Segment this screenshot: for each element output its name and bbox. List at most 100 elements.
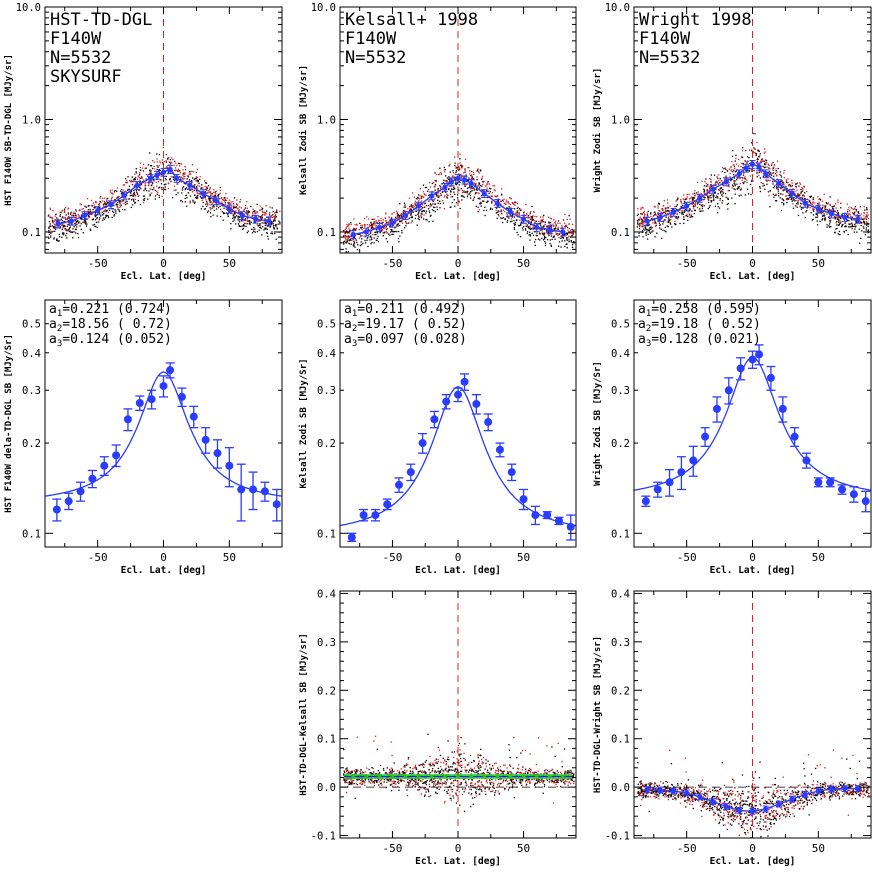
binned-point bbox=[174, 175, 180, 181]
fit-param-label: a1=0.221 (0.724) bbox=[49, 302, 172, 319]
data-points bbox=[641, 344, 871, 513]
binned-point bbox=[670, 788, 677, 794]
y-tick-label: 0.2 bbox=[611, 438, 630, 450]
binned-point bbox=[253, 216, 259, 222]
data-point bbox=[554, 516, 563, 525]
band-point bbox=[508, 774, 513, 779]
x-axis: -50 0 50 Ecl. Lat. [deg] bbox=[653, 591, 852, 867]
panel-title-line: F140W bbox=[50, 29, 102, 49]
x-tick-label: -50 bbox=[383, 551, 403, 564]
panel-title-line: Kelsall+ 1998 bbox=[345, 10, 478, 30]
y-tick-label: 0.1 bbox=[611, 528, 630, 540]
x-tick-label: 50 bbox=[812, 842, 825, 855]
scatter-cloud bbox=[636, 132, 870, 244]
y-tick-label: 0.4 bbox=[317, 348, 336, 360]
x-axis-label: Ecl. Lat. [deg] bbox=[710, 565, 796, 576]
binned-series bbox=[55, 165, 272, 229]
y-tick-label: 0.4 bbox=[611, 588, 630, 600]
x-axis-label: Ecl. Lat. [deg] bbox=[121, 271, 207, 282]
band-point bbox=[456, 774, 460, 779]
data-point bbox=[724, 386, 733, 395]
y-tick-label: 0.2 bbox=[317, 685, 336, 697]
binned-point bbox=[154, 172, 160, 178]
y-tick-label: 0.2 bbox=[611, 685, 630, 697]
x-tick-label: -50 bbox=[383, 842, 403, 855]
binned-point bbox=[121, 193, 127, 199]
x-tick-label: 0 bbox=[749, 551, 756, 564]
y-tick-label: 0.5 bbox=[317, 319, 336, 331]
y-axis: -0.1 0.0 0.1 0.2 0.3 0.4 HST-TD-DGL-Kelsall SB… bbox=[299, 588, 576, 843]
panel-title-line: HST-TD-DGL bbox=[50, 10, 152, 30]
binned-point bbox=[855, 216, 861, 222]
data-point bbox=[237, 485, 246, 494]
x-tick-label: 50 bbox=[517, 551, 530, 564]
data-point bbox=[147, 395, 156, 404]
binned-point bbox=[684, 790, 690, 796]
panel-title-line: Wright 1998 bbox=[639, 10, 752, 30]
data-point bbox=[159, 381, 168, 390]
data-point bbox=[52, 505, 61, 514]
x-axis: -50 0 50 Ecl. Lat. [deg] bbox=[359, 300, 557, 576]
data-point bbox=[418, 439, 427, 448]
y-axis: 0.1 0.2 0.3 0.4 0.5 Kelsall Zodi SB [MJy/Sr] bbox=[298, 319, 576, 548]
x-axis-label: Ecl. Lat. [deg] bbox=[415, 565, 501, 576]
binned-point bbox=[160, 169, 167, 175]
binned-point bbox=[776, 801, 782, 807]
panel-4: -50 0 50 Ecl. Lat. [deg] 0.1 0.2 0.3 0.4 0.5 HST … bbox=[4, 299, 283, 576]
x-tick-label: 0 bbox=[749, 257, 756, 270]
binned-point bbox=[776, 180, 782, 187]
y-axis: 0.1 1.0 10.0 Kelsall Zodi SB [MJy/sr] bbox=[298, 2, 576, 250]
y-axis-label: Kelsall Zodi SB [MJy/sr] bbox=[298, 65, 309, 195]
data-point bbox=[189, 412, 198, 421]
binned-point bbox=[147, 175, 153, 181]
y-tick-label: 0.5 bbox=[22, 319, 41, 331]
x-tick-label: 50 bbox=[223, 257, 236, 270]
data-point bbox=[838, 485, 847, 494]
y-tick-label: 0.4 bbox=[22, 348, 41, 360]
data-point bbox=[766, 373, 775, 382]
data-point bbox=[778, 404, 787, 413]
data-point bbox=[543, 511, 552, 520]
band-point bbox=[521, 774, 526, 779]
x-tick-label: 0 bbox=[455, 551, 462, 564]
x-axis: -50 0 50 Ecl. Lat. [deg] bbox=[653, 7, 852, 282]
binned-series bbox=[350, 174, 566, 240]
x-tick-label: -50 bbox=[677, 257, 697, 270]
y-tick-label: 0.3 bbox=[317, 385, 336, 397]
data-point bbox=[359, 511, 368, 520]
panel-7: -50 0 50 Ecl. Lat. [deg] -0.1 0.0 0.1 0.2 0.3 0.4… bbox=[299, 588, 577, 867]
panel-title-line: N=5532 bbox=[345, 48, 406, 68]
data-point bbox=[689, 456, 698, 465]
binned-point bbox=[723, 803, 729, 810]
panel-title-line: F140W bbox=[639, 29, 691, 49]
y-tick-label: 0.1 bbox=[611, 734, 630, 746]
band-point bbox=[377, 774, 382, 779]
data-point bbox=[472, 399, 481, 408]
y-axis-label: HST-TD-DGL-Kelsall SB [MJy/sr] bbox=[299, 633, 309, 796]
data-point bbox=[755, 350, 764, 359]
data-point bbox=[213, 449, 222, 458]
y-axis-label: Wright Zodi SB [MJy/Sr] bbox=[592, 361, 603, 486]
fit-param-label: a3=0.097 (0.028) bbox=[344, 332, 467, 349]
binned-point bbox=[644, 218, 650, 224]
y-axis-label: Kelsall Zodi SB [MJy/Sr] bbox=[298, 358, 309, 488]
x-axis: -50 0 50 Ecl. Lat. [deg] bbox=[64, 300, 263, 576]
binned-point bbox=[494, 200, 500, 206]
plot-area bbox=[636, 7, 870, 253]
y-tick-label: 0.4 bbox=[611, 348, 630, 360]
fit-curve bbox=[340, 386, 576, 527]
binned-point bbox=[723, 179, 729, 185]
scatter-cloud bbox=[342, 733, 575, 812]
binned-point bbox=[468, 180, 474, 187]
data-point bbox=[641, 497, 650, 506]
data-point bbox=[748, 355, 757, 364]
band-point bbox=[364, 774, 369, 779]
binned-point bbox=[763, 171, 769, 177]
x-tick-label: 0 bbox=[749, 842, 756, 855]
binned-point bbox=[855, 786, 861, 792]
data-point bbox=[701, 432, 710, 441]
plot-area bbox=[45, 362, 282, 522]
panel-title-line: N=5532 bbox=[50, 48, 111, 68]
x-axis-label: Ecl. Lat. [deg] bbox=[415, 856, 501, 867]
